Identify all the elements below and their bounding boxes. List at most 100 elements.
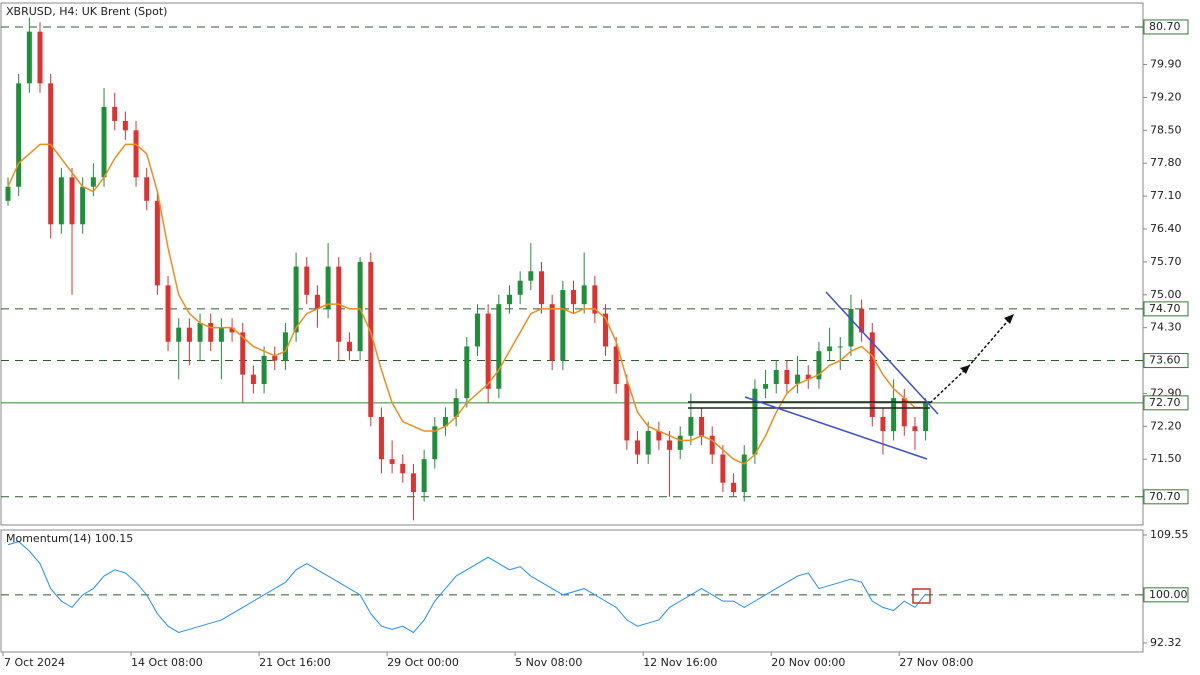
candle-body <box>474 313 480 347</box>
candle-body <box>539 271 544 305</box>
candle-body <box>250 374 256 385</box>
level-label: 73.60 <box>1149 354 1181 367</box>
candle-body <box>69 177 75 225</box>
candle-body <box>357 261 363 352</box>
candle-body <box>912 426 918 432</box>
projection-arrow <box>929 366 969 404</box>
level-label: 74.70 <box>1149 302 1181 315</box>
x-tick-label: 29 Oct 00:00 <box>387 656 459 669</box>
candle-body <box>549 304 555 361</box>
x-tick-label: 5 Nov 08:00 <box>515 656 582 669</box>
candle-body <box>752 388 758 455</box>
candle-body <box>282 332 288 361</box>
level-label: 70.70 <box>1149 490 1181 503</box>
candle-body <box>37 31 43 84</box>
trend-line <box>744 396 928 460</box>
y-tick-label: 76.40 <box>1150 222 1182 235</box>
candle-body <box>741 454 747 493</box>
y-tick-label: 75.00 <box>1150 288 1182 301</box>
candle-body <box>410 473 416 493</box>
candle-body <box>5 186 11 201</box>
highlight-box <box>912 588 931 604</box>
y-tick-label: 79.90 <box>1150 58 1182 71</box>
candle-body <box>613 346 619 385</box>
main-panel-frame <box>0 2 1144 526</box>
y-tick-label: 77.10 <box>1150 189 1182 202</box>
candle-body <box>827 346 833 352</box>
candle-body <box>720 454 726 483</box>
candle-body <box>293 266 299 333</box>
candle-body <box>506 294 512 305</box>
level-label-box <box>1143 353 1189 369</box>
candle-body <box>485 313 491 389</box>
candle-body <box>154 200 160 286</box>
candle-body <box>58 177 64 225</box>
candle-body <box>645 431 651 455</box>
level-label-box <box>1143 395 1189 411</box>
candle-body <box>346 341 352 352</box>
candle-body <box>442 416 448 427</box>
candle-body <box>517 280 523 295</box>
candle-body <box>773 369 779 385</box>
candle-body <box>144 177 150 201</box>
candle-body <box>699 416 705 436</box>
y-tick-label: 74.30 <box>1150 321 1182 334</box>
candle-body <box>186 327 192 342</box>
candle-body <box>122 120 128 131</box>
y-tick-label: 77.80 <box>1150 156 1182 169</box>
candle-body <box>176 327 182 342</box>
y-tick-label: 71.50 <box>1150 452 1182 465</box>
candle-body <box>603 313 609 347</box>
chart-title: XBRUSD, H4: UK Brent (Spot) <box>6 5 167 18</box>
candle-body <box>709 435 715 455</box>
candle-body <box>261 355 267 385</box>
candle-body <box>592 285 598 314</box>
x-tick-label: 21 Oct 16:00 <box>259 656 331 669</box>
candle-body <box>869 332 875 417</box>
candle-body <box>240 332 246 375</box>
candle-body <box>496 304 502 389</box>
x-tick-label: 20 Nov 00:00 <box>771 656 845 669</box>
momentum-panel-frame <box>0 529 1144 653</box>
candle-body <box>837 346 843 348</box>
y-tick-label: 92.32 <box>1150 636 1182 649</box>
candle-body <box>581 285 587 305</box>
candle-body <box>923 402 929 432</box>
candle-body <box>784 369 790 385</box>
moving-average <box>7 143 926 465</box>
level-label: 100.00 <box>1149 588 1188 601</box>
candle-body <box>624 384 630 441</box>
candle-body <box>400 463 406 474</box>
candle-body <box>304 266 310 295</box>
candle-body <box>26 31 32 84</box>
candle-body <box>880 416 886 432</box>
x-tick-label: 14 Oct 08:00 <box>131 656 203 669</box>
candle-body <box>731 482 737 493</box>
candle-body <box>389 459 395 464</box>
candle-body <box>795 374 801 385</box>
trend-line <box>825 291 939 415</box>
candle-body <box>80 186 86 225</box>
candle-body <box>848 308 854 347</box>
indicator-title: Momentum(14) 100.15 <box>6 532 133 545</box>
candle-body <box>464 346 470 399</box>
candle-body <box>677 435 683 450</box>
candle-body <box>688 416 694 436</box>
momentum-panel: 109.55 92.32 100.00 <box>1 528 1189 649</box>
x-tick-label: 7 Oct 2024 <box>4 656 65 669</box>
candle-body <box>901 398 907 427</box>
candle-body <box>528 271 534 281</box>
candle-body <box>208 322 214 342</box>
candle-body <box>272 355 278 361</box>
candle-body <box>378 416 384 460</box>
candle-body <box>197 322 203 342</box>
y-tick-label: 75.70 <box>1150 255 1182 268</box>
level-label: 80.70 <box>1149 20 1181 33</box>
candle-body <box>667 440 673 450</box>
main-panel: 79.90 79.20 78.50 77.80 77.10 76.40 75.70 75.00… <box>1 17 1189 521</box>
y-tick-label: 72.20 <box>1150 419 1182 432</box>
candle-body <box>805 374 811 380</box>
candle-body <box>421 459 427 493</box>
